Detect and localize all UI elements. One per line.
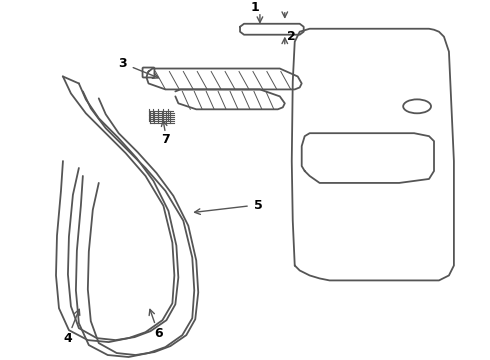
Text: 3: 3 (118, 57, 127, 70)
FancyBboxPatch shape (143, 68, 154, 77)
Text: 1: 1 (250, 1, 259, 14)
Text: 5: 5 (253, 199, 262, 212)
Text: 7: 7 (161, 132, 170, 146)
Text: 6: 6 (154, 327, 163, 339)
Text: 4: 4 (64, 332, 73, 345)
Text: 2: 2 (287, 30, 296, 43)
